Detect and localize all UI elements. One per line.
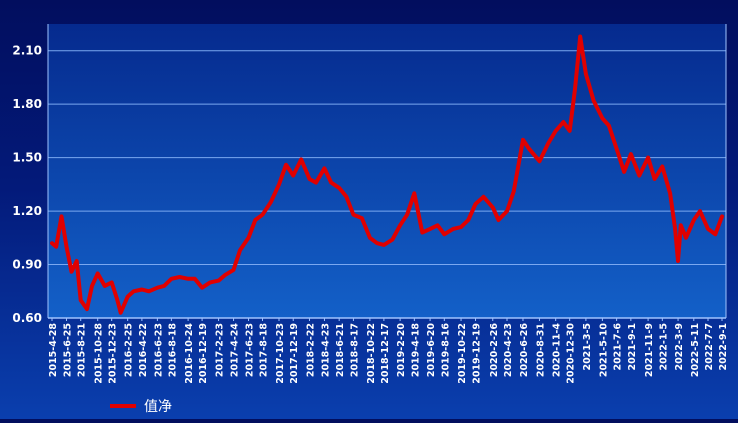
x-tick-label: 2019-6-20 xyxy=(426,323,437,378)
x-tick-label: 2015-6-25 xyxy=(62,323,73,377)
x-tick-label: 2017-10-23 xyxy=(275,323,286,384)
x-tick-label: 2018-2-22 xyxy=(305,323,316,377)
y-tick-label: 1.50 xyxy=(12,151,42,165)
x-tick-label: 2021-7-6 xyxy=(613,323,624,371)
x-tick-label: 2016-4-22 xyxy=(138,323,149,377)
x-tick-label: 2021-11-9 xyxy=(644,323,655,377)
x-tick-label: 2022-7-7 xyxy=(704,323,715,371)
x-tick-label: 2017-12-19 xyxy=(289,323,300,384)
series-line xyxy=(50,34,724,315)
series-layer xyxy=(50,34,724,315)
x-tick-label: 2017-4-24 xyxy=(230,323,241,378)
x-tick-label: 2021-9-1 xyxy=(627,323,638,371)
x-tick-label: 2019-2-20 xyxy=(396,323,407,378)
y-tick-label: 1.20 xyxy=(12,204,42,218)
x-tick-label: 2015-12-23 xyxy=(108,323,119,384)
x-tick-label: 2021-5-10 xyxy=(598,323,609,378)
x-tick-label: 2020-8-31 xyxy=(535,323,546,377)
y-tick-label: 0.90 xyxy=(12,258,42,272)
x-tick-label: 2020-2-26 xyxy=(489,323,500,378)
x-tick-label: 2017-2-23 xyxy=(215,323,226,377)
x-tick-label: 2016-10-24 xyxy=(184,323,195,384)
x-tick-label: 2022-1-5 xyxy=(658,323,669,371)
x-tick-label: 2019-12-19 xyxy=(472,323,483,384)
x-tick-label: 2016-8-18 xyxy=(167,323,178,378)
legend-swatch xyxy=(110,404,136,408)
x-tick-label: 2018-6-21 xyxy=(335,323,346,377)
x-tick-label: 2015-4-28 xyxy=(48,323,59,378)
x-tick-label: 2022-9-1 xyxy=(718,323,729,371)
x-tick-label: 2017-6-23 xyxy=(245,323,256,377)
x-tick-label: 2020-11-4 xyxy=(552,323,563,378)
y-tick-label: 2.10 xyxy=(12,44,42,58)
x-tick-label: 2019-8-16 xyxy=(440,323,451,378)
y-axis-ticks: 0.60 0.90 1.20 1.50 1.80 2.10 xyxy=(12,44,42,325)
x-tick-label: 2020-12-30 xyxy=(566,323,577,384)
x-tick-label: 2021-3-5 xyxy=(582,323,593,371)
x-tick-label: 2018-8-17 xyxy=(349,323,360,377)
grid-lines xyxy=(47,24,727,319)
x-tick-label: 2015-10-28 xyxy=(94,323,105,384)
y-tick-label: 1.80 xyxy=(12,97,42,111)
x-tick-label: 2018-12-17 xyxy=(380,323,391,384)
x-tick-label: 2020-6-26 xyxy=(519,323,530,378)
x-tick-label: 2019-4-18 xyxy=(410,323,421,378)
legend-label: 值净 xyxy=(144,399,172,415)
y-tick-label: 0.60 xyxy=(12,311,42,325)
plot-background xyxy=(48,24,726,318)
x-tick-label: 2016-12-19 xyxy=(198,323,209,384)
x-axis-ticks: 2015-4-28 2015-6-25 2015-8-21 2015-10-28 201… xyxy=(48,318,729,384)
x-tick-label: 2018-4-23 xyxy=(320,323,331,377)
x-tick-label: 2016-6-23 xyxy=(153,323,164,377)
x-tick-label: 2017-8-18 xyxy=(259,323,270,378)
x-tick-label: 2018-10-22 xyxy=(366,323,377,384)
x-tick-label: 2020-4-23 xyxy=(503,323,514,377)
x-tick-label: 2019-10-22 xyxy=(457,323,468,384)
x-tick-label: 2022-3-9 xyxy=(674,323,685,371)
legend: 值净 xyxy=(110,396,172,416)
x-tick-label: 2016-2-25 xyxy=(124,323,135,377)
x-tick-label: 2015-8-21 xyxy=(77,323,88,377)
x-tick-label: 2022-5-11 xyxy=(690,323,701,377)
